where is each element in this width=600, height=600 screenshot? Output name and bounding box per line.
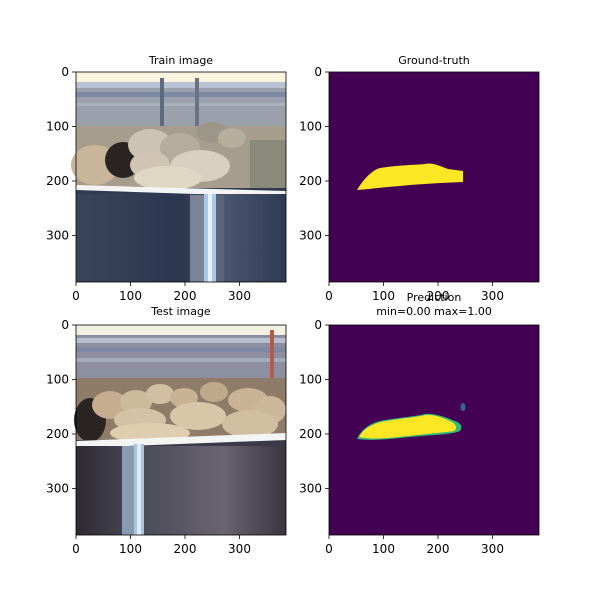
y-axis: 0 100 200 300	[299, 65, 329, 243]
x-tick-label: 200	[427, 289, 450, 303]
x-tick-label: 200	[427, 542, 450, 556]
y-tick-label: 100	[299, 373, 322, 387]
x-tick-label: 0	[72, 289, 80, 303]
train-image	[71, 72, 286, 282]
x-tick-label: 0	[72, 542, 80, 556]
prediction-mask	[329, 325, 539, 535]
y-tick-label: 300	[46, 482, 69, 496]
ground-truth-mask	[329, 72, 539, 282]
x-tick-label: 0	[325, 542, 333, 556]
panel-title: Ground-truth	[398, 54, 470, 67]
test-image	[74, 325, 286, 535]
y-tick-label: 100	[299, 120, 322, 134]
plot-frame	[328, 71, 540, 283]
x-tick-label: 100	[372, 289, 395, 303]
x-tick-label: 300	[228, 289, 251, 303]
panel-subtitle: min=0.00 max=1.00	[376, 305, 492, 318]
y-tick-label: 100	[46, 373, 69, 387]
x-axis: 0 100 200 300	[72, 535, 251, 556]
x-tick-label: 200	[174, 542, 197, 556]
y-tick-label: 300	[299, 229, 322, 243]
plot-frame	[75, 71, 287, 283]
y-tick-label: 0	[314, 65, 322, 79]
panel-title: Prediction	[407, 291, 462, 304]
y-tick-label: 200	[299, 174, 322, 188]
panel-ground-truth: Ground-truth 0 100 200 300 0 100 200 300	[299, 54, 540, 303]
plot-frame	[328, 324, 540, 536]
y-tick-label: 0	[314, 318, 322, 332]
x-axis: 0 100 200 300	[72, 282, 251, 303]
x-tick-label: 300	[481, 542, 504, 556]
x-tick-label: 100	[372, 542, 395, 556]
y-axis: 0 100 200 300	[46, 65, 76, 243]
y-tick-label: 200	[46, 174, 69, 188]
y-tick-label: 300	[299, 482, 322, 496]
y-tick-label: 200	[299, 427, 322, 441]
y-tick-label: 100	[46, 120, 69, 134]
y-axis: 0 100 200 300	[299, 318, 329, 496]
x-axis: 0 100 200 300	[325, 535, 504, 556]
y-tick-label: 200	[46, 427, 69, 441]
y-axis: 0 100 200 300	[46, 318, 76, 496]
panel-prediction: Prediction min=0.00 max=1.00 0 100 200 3…	[299, 291, 540, 556]
x-tick-label: 100	[119, 542, 142, 556]
x-tick-label: 200	[174, 289, 197, 303]
x-tick-label: 100	[119, 289, 142, 303]
x-tick-label: 0	[325, 289, 333, 303]
panel-title: Test image	[150, 305, 211, 318]
panel-train: Train image	[46, 54, 287, 303]
panel-test: Test image	[46, 305, 287, 556]
y-tick-label: 300	[46, 229, 69, 243]
panel-title: Train image	[148, 54, 213, 67]
y-tick-label: 0	[61, 65, 69, 79]
y-tick-label: 0	[61, 318, 69, 332]
x-tick-label: 300	[481, 289, 504, 303]
x-tick-label: 300	[228, 542, 251, 556]
x-axis: 0 100 200 300	[325, 282, 504, 303]
plot-frame	[75, 324, 287, 536]
